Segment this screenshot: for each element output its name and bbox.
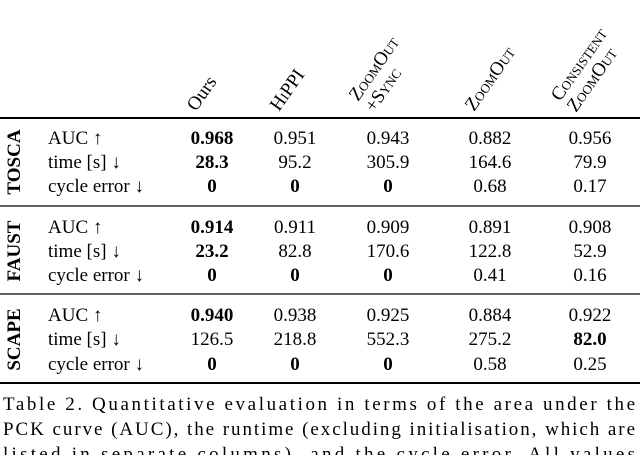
table-cell: 0.58 [473, 354, 506, 375]
table-cell: 0 [383, 265, 393, 286]
table-cell: 0 [290, 265, 300, 286]
caption-line: Table 2. Quantitative evaluation in term… [3, 394, 635, 415]
table-cell: 0.943 [367, 128, 410, 149]
table-cell: 218.8 [274, 329, 317, 350]
metric-label: cycle error ↓ [48, 265, 144, 286]
table-cell: 0.968 [191, 128, 234, 149]
table-cell: 0.17 [573, 176, 606, 197]
group-label: TOSCA [4, 129, 25, 194]
table-cell: 0.41 [473, 265, 506, 286]
table-cell: 275.2 [469, 329, 512, 350]
table-cell: 0.68 [473, 176, 506, 197]
table-cell: 0.908 [569, 217, 612, 238]
table-cell: 0.956 [569, 128, 612, 149]
table-cell: 0 [207, 354, 217, 375]
caption-line: listed in separate columns), and the cyc… [3, 444, 635, 455]
table-cell: 0.911 [274, 217, 316, 238]
table-cell: 52.9 [573, 241, 606, 262]
table-cell: 82.8 [278, 241, 311, 262]
table-cell: 170.6 [367, 241, 410, 262]
metric-label: time [s] ↓ [48, 241, 121, 262]
table-cell: 0.884 [469, 305, 512, 326]
table-cell: 0.951 [274, 128, 317, 149]
group-label: SCAPE [4, 308, 25, 370]
table-cell: 0 [207, 176, 217, 197]
table-cell: 0 [383, 176, 393, 197]
table-cell: 0.938 [274, 305, 317, 326]
table-cell: 126.5 [191, 329, 234, 350]
table-cell: 0 [290, 354, 300, 375]
metric-label: time [s] ↓ [48, 329, 121, 350]
metric-label: AUC ↑ [48, 217, 102, 238]
table-cell: 0.922 [569, 305, 612, 326]
table-cell: 552.3 [367, 329, 410, 350]
table-cell: 0.882 [469, 128, 512, 149]
table-cell: 0 [383, 354, 393, 375]
table-cell: 0.914 [191, 217, 234, 238]
table-cell: 0 [290, 176, 300, 197]
caption-line: PCK curve (AUC), the runtime (excluding … [3, 419, 635, 440]
table-cell: 164.6 [469, 152, 512, 173]
table-cell: 79.9 [573, 152, 606, 173]
table-cell: 122.8 [469, 241, 512, 262]
table-cell: 0.940 [191, 305, 234, 326]
metric-label: cycle error ↓ [48, 176, 144, 197]
table-cell: 28.3 [195, 152, 228, 173]
table-cell: 0.891 [469, 217, 512, 238]
table-cell: 305.9 [367, 152, 410, 173]
column-header: HiPPI [266, 66, 309, 115]
metric-label: AUC ↑ [48, 128, 102, 149]
table-cell: 95.2 [278, 152, 311, 173]
table-cell: 0.925 [367, 305, 410, 326]
column-header: ZoomOut [461, 43, 520, 115]
table-cell: 0 [207, 265, 217, 286]
metric-label: time [s] ↓ [48, 152, 121, 173]
table-cell: 0.16 [573, 265, 606, 286]
column-header: Ours [183, 73, 221, 115]
table-cell: 0.909 [367, 217, 410, 238]
metric-label: AUC ↑ [48, 305, 102, 326]
table-cell: 23.2 [195, 241, 228, 262]
table-cell: 0.25 [573, 354, 606, 375]
metric-label: cycle error ↓ [48, 354, 144, 375]
group-label: FAUST [4, 220, 25, 281]
table-cell: 82.0 [573, 329, 606, 350]
